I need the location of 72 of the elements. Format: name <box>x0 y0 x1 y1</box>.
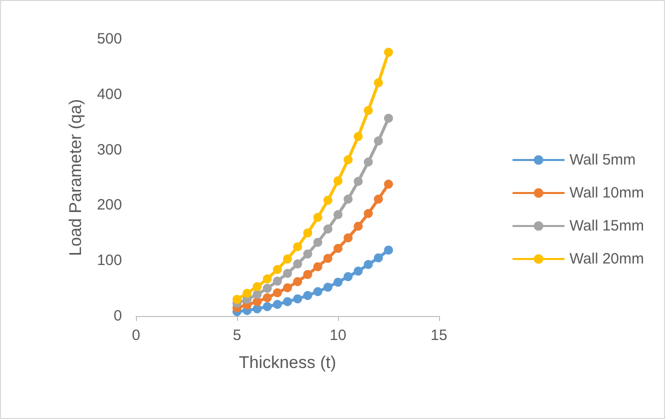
point <box>374 194 383 204</box>
point <box>313 287 322 296</box>
point <box>283 254 292 264</box>
point <box>344 194 353 204</box>
point <box>334 210 342 220</box>
y-axis-title: Load Parameter (qa) <box>66 99 85 256</box>
point <box>283 297 292 306</box>
point <box>374 78 383 88</box>
point <box>272 276 282 286</box>
point <box>293 242 302 252</box>
y-tick-label: 0 <box>114 308 122 324</box>
point <box>232 294 242 304</box>
point <box>323 224 332 234</box>
y-tick-label: 200 <box>96 196 122 214</box>
legend-label: Wall 20mm <box>570 250 644 268</box>
point <box>303 228 312 238</box>
point <box>323 196 332 205</box>
legend-label: Wall 15mm <box>570 218 644 234</box>
point <box>313 262 322 272</box>
y-tick-label: 500 <box>96 30 122 48</box>
point <box>364 209 373 218</box>
x-axis-title: Thickness (t) <box>238 353 336 372</box>
x-tick-label: 10 <box>330 327 346 344</box>
point <box>293 259 302 268</box>
point <box>354 266 363 276</box>
point <box>364 157 373 166</box>
point <box>252 282 262 292</box>
point <box>344 155 353 164</box>
point <box>334 278 342 287</box>
point <box>272 288 282 298</box>
x-tick-label: 5 <box>232 327 242 344</box>
legend-label: Wall 10mm <box>570 184 644 202</box>
y-tick-label: 300 <box>96 141 122 158</box>
point <box>272 300 282 309</box>
point <box>283 283 292 292</box>
point <box>384 48 393 57</box>
point <box>293 294 302 304</box>
point <box>313 238 322 247</box>
point <box>354 176 363 186</box>
point <box>313 212 322 222</box>
point <box>354 222 363 231</box>
point <box>384 114 393 123</box>
y-tick-label: 100 <box>96 252 122 270</box>
point <box>384 246 393 255</box>
point <box>344 272 353 282</box>
point <box>384 180 393 189</box>
point <box>364 260 373 269</box>
point <box>262 274 272 284</box>
point <box>323 282 332 292</box>
point <box>262 293 272 302</box>
point <box>344 233 353 242</box>
point <box>262 302 272 312</box>
point <box>293 277 302 286</box>
x-tick-label: 15 <box>430 327 448 344</box>
point <box>334 244 342 253</box>
point <box>334 176 342 186</box>
point <box>242 288 252 298</box>
legend-label: Wall 5mm <box>570 152 636 168</box>
point <box>303 270 312 279</box>
point <box>374 253 383 262</box>
point <box>354 132 363 141</box>
point <box>303 291 312 300</box>
point <box>303 249 312 258</box>
y-tick-label: 400 <box>96 86 122 103</box>
point <box>272 264 282 274</box>
point <box>262 284 272 293</box>
point <box>323 254 332 263</box>
point <box>374 136 383 146</box>
x-tick-label: 0 <box>132 327 140 344</box>
point <box>283 268 292 278</box>
point <box>252 290 262 299</box>
point <box>364 106 373 115</box>
